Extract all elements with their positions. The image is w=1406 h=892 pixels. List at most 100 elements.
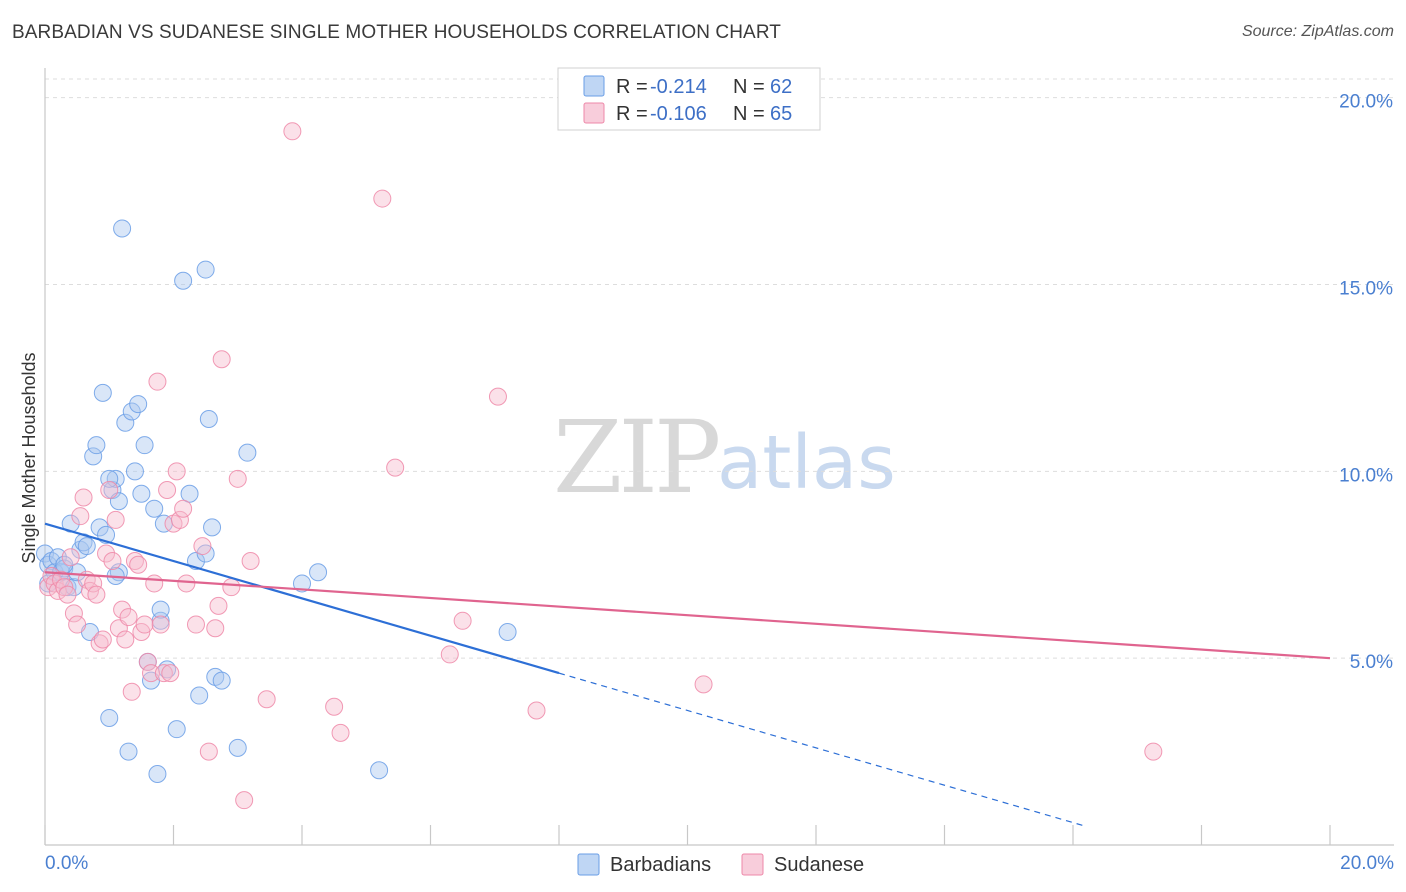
barbadians-point: [151, 600, 170, 619]
sudanese-point: [154, 664, 173, 683]
barbadians-point: [93, 383, 112, 402]
sudanese-points: [39, 122, 1163, 810]
sudanese-point: [103, 552, 122, 571]
x-tick-label-min: 0.0%: [45, 853, 88, 874]
sudanese-point: [145, 574, 164, 593]
sudanese-point: [100, 481, 119, 500]
barbadians-point: [145, 499, 164, 518]
sudanese-point: [222, 578, 241, 597]
sudanese-point: [177, 574, 196, 593]
barbadians-point: [48, 548, 67, 567]
sudanese-point: [135, 615, 154, 634]
barbadians-point: [77, 537, 96, 556]
barbadians-point: [190, 686, 209, 705]
sudanese-point: [106, 510, 125, 529]
sudanese-trend-line: [44, 571, 1331, 660]
legend-r-label-barbadians: R =: [616, 76, 648, 98]
barbadians-point: [370, 761, 389, 780]
series-legend: Barbadians Sudanese: [577, 853, 864, 876]
sudanese-point: [212, 350, 231, 369]
barbadians-point: [199, 410, 218, 429]
sudanese-point: [199, 742, 218, 761]
sudanese-point: [93, 630, 112, 649]
barbadians-point: [84, 447, 103, 466]
sudanese-point: [488, 387, 507, 406]
barbadians-point: [90, 518, 109, 537]
sudanese-point: [97, 544, 116, 563]
sudanese-point: [116, 630, 135, 649]
barbadians-trend-line: [44, 522, 560, 675]
y-tick-label: 5.0%: [1350, 652, 1393, 673]
sudanese-point: [74, 488, 93, 507]
barbadians-point: [132, 484, 151, 503]
sudanese-point: [325, 697, 344, 716]
sudanese-point: [158, 481, 177, 500]
correlation-legend: R = -0.214 N = 62 R = -0.106 N = 65: [557, 67, 821, 131]
watermark-zip: ZIP: [553, 399, 718, 516]
legend-r-label-sudanese: R =: [616, 103, 648, 125]
legend-n-label-sudanese: N =: [733, 103, 765, 125]
sudanese-point: [129, 555, 148, 574]
sudanese-point: [174, 499, 193, 518]
barbadians-point: [113, 219, 132, 238]
barbadians-point: [119, 742, 138, 761]
barbadians-point: [203, 518, 222, 537]
sudanese-point: [453, 611, 472, 630]
barbadians-trend-extension: [558, 672, 1087, 827]
barbadians-point: [122, 402, 141, 421]
bottom-legend-label-sudanese: Sudanese: [774, 854, 864, 876]
sudanese-point: [193, 537, 212, 556]
sudanese-point: [167, 462, 186, 481]
bottom-legend-swatch-barbadians: [577, 853, 600, 876]
sudanese-point: [119, 608, 138, 627]
sudanese-point: [373, 189, 392, 208]
legend-n-label-barbadians: N =: [733, 76, 765, 98]
barbadians-point: [100, 708, 119, 727]
legend-r-value-sudanese: -0.106: [650, 103, 707, 125]
barbadians-point: [135, 436, 154, 455]
sudanese-point: [151, 615, 170, 634]
sudanese-point: [241, 552, 260, 571]
legend-r-value-barbadians: -0.214: [650, 76, 707, 98]
sudanese-point: [64, 604, 83, 623]
sudanese-point: [1144, 742, 1163, 761]
sudanese-point: [331, 723, 350, 742]
sudanese-point: [142, 664, 161, 683]
legend-swatch-sudanese: [583, 102, 605, 124]
barbadians-points: [36, 219, 517, 784]
barbadians-point: [180, 484, 199, 503]
x-tick-label-max: 20.0%: [1340, 853, 1394, 874]
source-attribution: Source: ZipAtlas.com: [1241, 23, 1394, 40]
gridlines: [45, 78, 1394, 659]
x-axis-ticks: [44, 825, 1331, 845]
barbadians-point: [228, 738, 247, 757]
barbadians-point: [125, 462, 144, 481]
sudanese-point: [235, 791, 254, 810]
sudanese-point: [386, 458, 405, 477]
sudanese-point: [170, 510, 189, 529]
sudanese-point: [148, 372, 167, 391]
sudanese-point: [694, 675, 713, 694]
barbadians-point: [129, 395, 148, 414]
sudanese-point: [283, 122, 302, 141]
sudanese-point: [87, 585, 106, 604]
barbadians-point: [238, 443, 257, 462]
bottom-legend-swatch-sudanese: [741, 853, 764, 876]
barbadians-point: [293, 574, 311, 593]
sudanese-point: [186, 615, 205, 634]
barbadians-point: [196, 260, 215, 279]
sudanese-point: [161, 664, 180, 683]
sudanese-point: [228, 469, 247, 488]
sudanese-point: [209, 596, 228, 615]
sudanese-point: [122, 682, 141, 701]
legend-swatch-barbadians: [583, 75, 605, 97]
y-tick-label: 20.0%: [1339, 92, 1393, 113]
sudanese-point: [527, 701, 546, 720]
sudanese-point: [113, 600, 132, 619]
legend-n-value-sudanese: 65: [770, 103, 792, 125]
sudanese-point: [206, 619, 225, 638]
bottom-legend-label-barbadians: Barbadians: [610, 854, 711, 876]
barbadians-point: [212, 671, 231, 690]
barbadians-point: [498, 623, 517, 642]
